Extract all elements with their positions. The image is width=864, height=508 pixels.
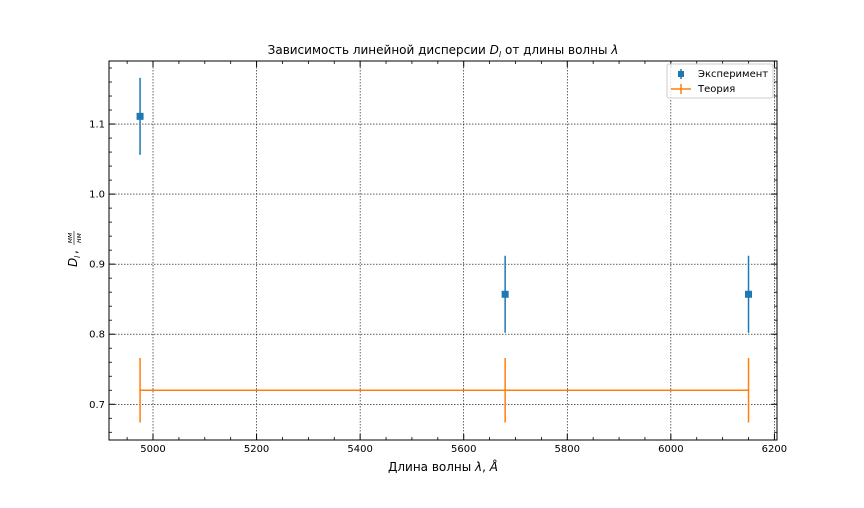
y-axis-label-den: нм [75, 232, 83, 243]
y-tick-label-0-7: 0.7 [89, 400, 105, 411]
y-tick-label-0-9: 0.9 [89, 260, 105, 271]
data-point [501, 290, 509, 298]
series-1 [139, 358, 750, 423]
x-tick-label-5000: 5000 [140, 444, 165, 455]
x-tick-label-6200: 6200 [762, 444, 787, 455]
x-tick-label-5400: 5400 [347, 444, 372, 455]
ticks: 5000 5200 5400 5600 5800 6000 6200 0.7 0.8 0.9 1.0… [89, 61, 787, 455]
legend-label-theory: Теория [697, 84, 735, 95]
y-axis-label-sub: l [73, 255, 82, 258]
data-point [136, 112, 144, 120]
chart-title-symbol-sub: l [499, 50, 502, 59]
x-tick-label-5800: 5800 [555, 444, 580, 455]
legend-marker-experiment [678, 69, 684, 79]
y-tick-label-0-8: 0.8 [89, 330, 105, 341]
y-axis-label-sep: , [66, 250, 80, 254]
data-point [745, 290, 753, 298]
x-axis-label-unit: Å [489, 459, 498, 474]
x-axis-label: Длина волны λ, Å [388, 459, 498, 474]
y-tick-label-1-0: 1.0 [89, 190, 105, 201]
legend: Эксперимент Теория [666, 63, 774, 99]
series-layer [136, 77, 753, 423]
x-axis-label-prefix: Длина волны [388, 460, 475, 474]
x-tick-label-6000: 6000 [658, 444, 683, 455]
x-axis-label-sep: , [482, 460, 490, 474]
x-tick-label-5200: 5200 [244, 444, 269, 455]
y-axis-label-main: D [66, 258, 80, 267]
chart-title-lambda: λ [610, 43, 618, 57]
legend-box [666, 63, 774, 99]
legend-marker-theory [671, 84, 691, 94]
legend-label-experiment: Эксперимент [698, 69, 768, 80]
y-axis-label-num: мм [66, 232, 74, 243]
x-tick-label-5600: 5600 [451, 444, 476, 455]
chart-title-symbol: D [490, 43, 499, 57]
y-axis-label: D l , мм нм [66, 231, 83, 267]
chart-title: Зависимость линейной дисперсии Dl от дли… [268, 43, 619, 59]
y-tick-label-1-1: 1.1 [89, 120, 105, 131]
grid [109, 61, 777, 440]
chart-title-prefix: Зависимость линейной дисперсии [268, 43, 490, 57]
x-axis-label-lambda: λ [474, 460, 482, 474]
chart-title-middle: от длины волны [501, 43, 611, 57]
series-0 [136, 77, 753, 333]
